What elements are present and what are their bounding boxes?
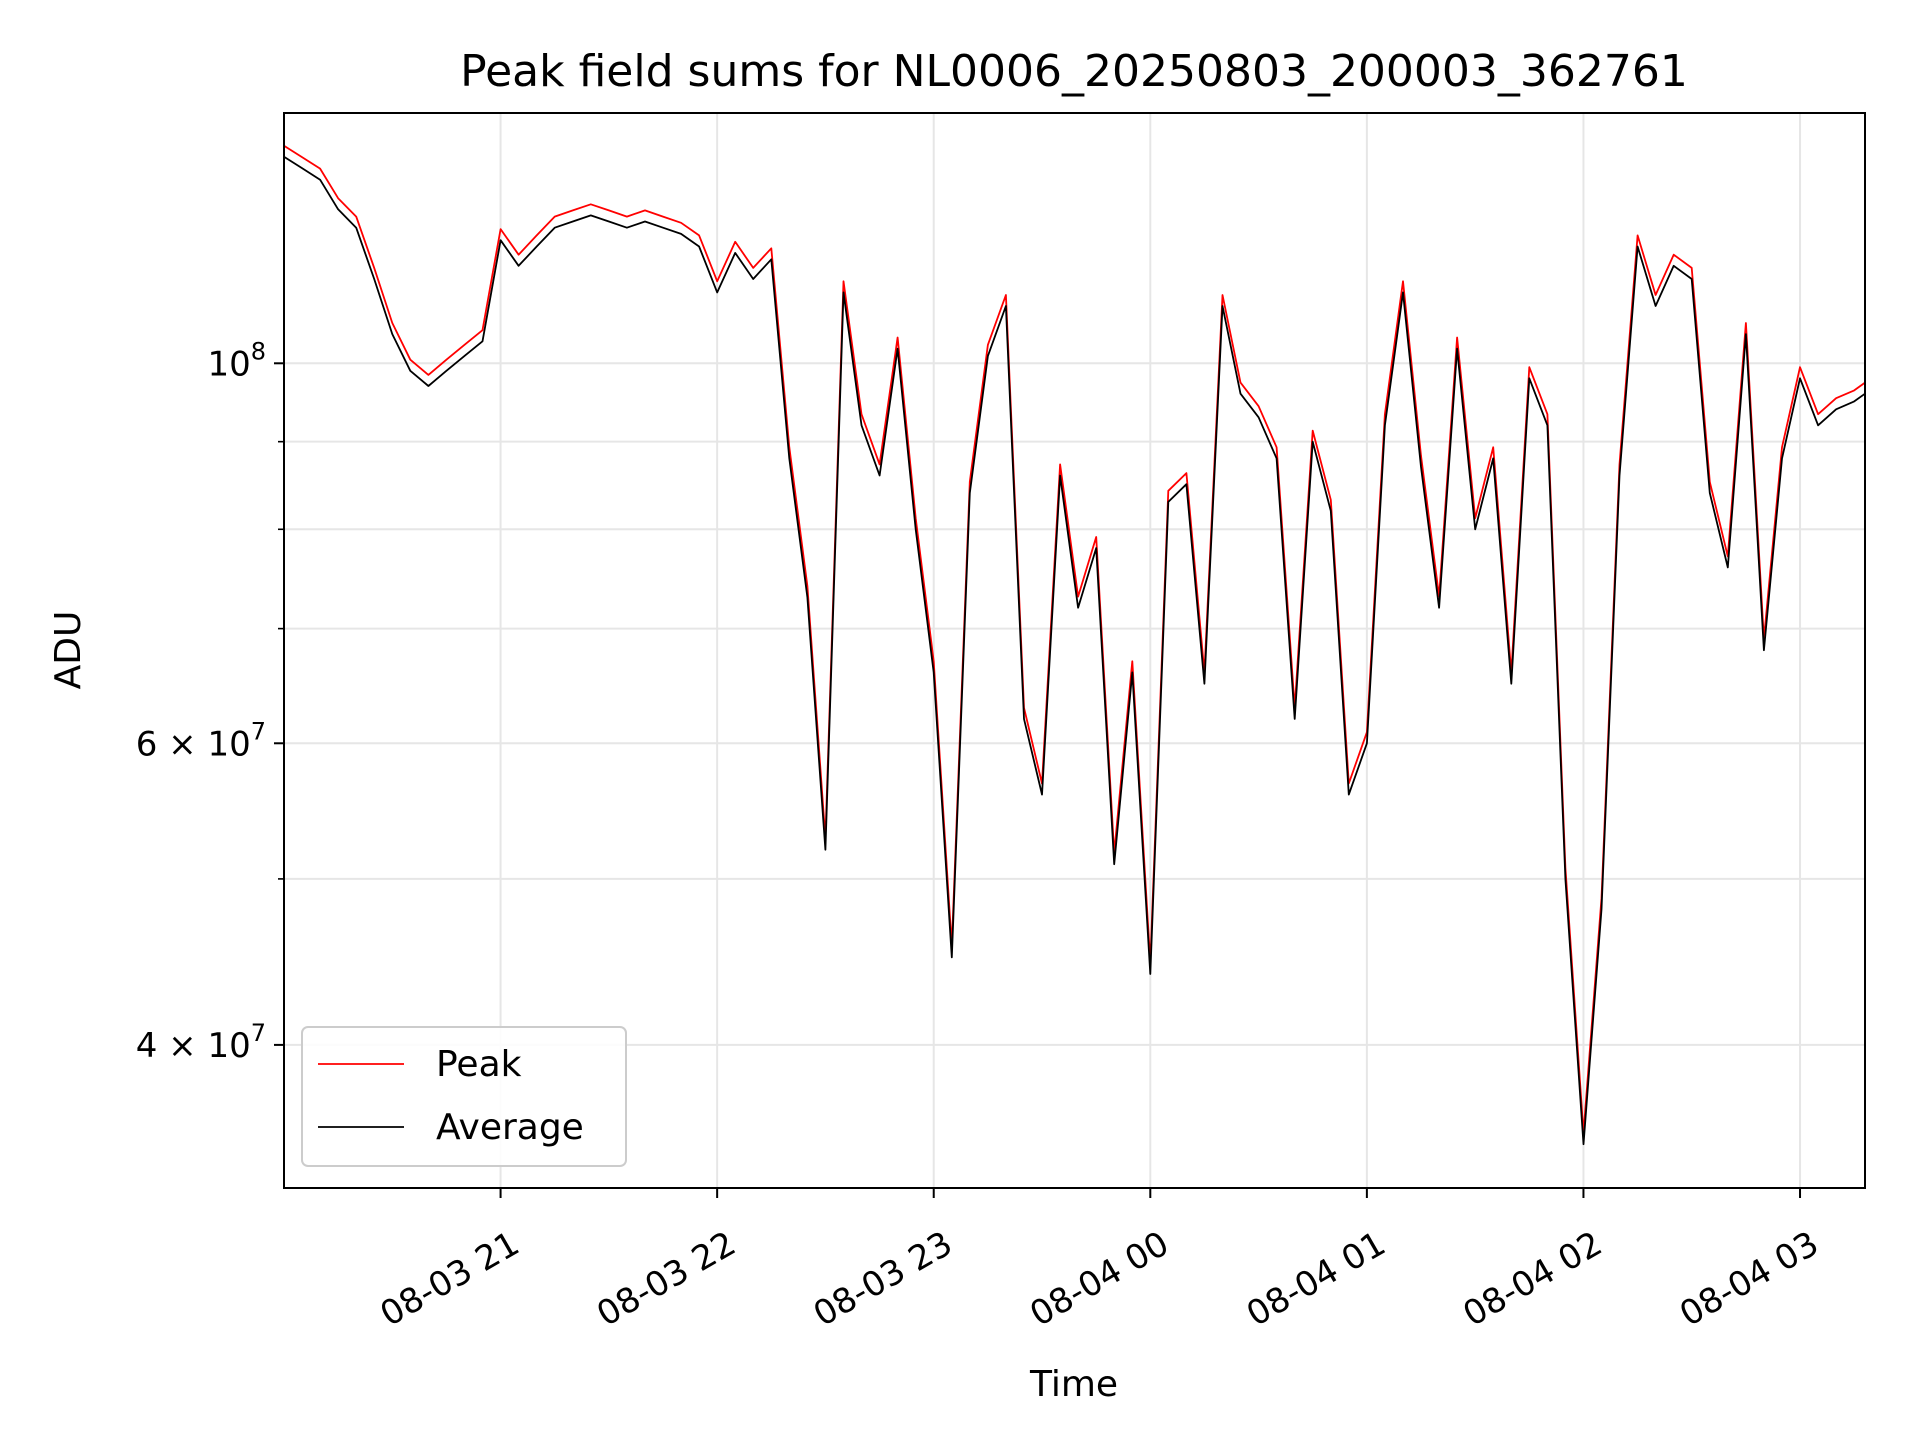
- series-layer: [283, 144, 1866, 1146]
- legend-peak-label: Peak: [436, 1044, 522, 1085]
- legend: Peak Average: [301, 1026, 627, 1167]
- y-tick-label: 4 × 107: [136, 1019, 266, 1066]
- legend-average-label: Average: [436, 1107, 584, 1148]
- y-axis-label: ADU: [48, 611, 89, 690]
- series-line-average: [283, 156, 1866, 1146]
- legend-box: [301, 1026, 627, 1167]
- y-tick-label: 6 × 107: [136, 717, 266, 764]
- x-axis-label: Time: [1029, 1364, 1118, 1405]
- chart-title: Peak field sums for NL0006_20250803_2000…: [460, 46, 1688, 97]
- y-tick-label: 108: [207, 337, 266, 384]
- plot-frame: [283, 112, 1866, 1189]
- y-axis: 108 6 × 107 4 × 107: [136, 337, 284, 1066]
